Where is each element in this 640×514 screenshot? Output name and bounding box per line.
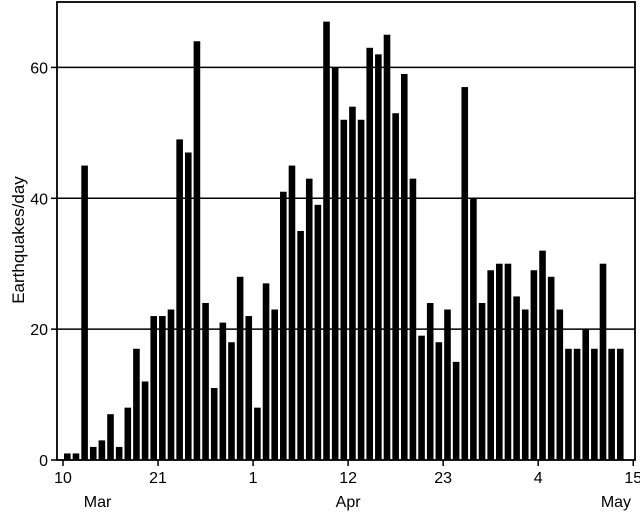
bar (357, 119, 365, 461)
bar (435, 342, 443, 460)
bar (409, 178, 417, 460)
bar (340, 119, 348, 461)
bar (202, 302, 209, 460)
x-tick-label: 10 (54, 470, 72, 487)
bar (219, 322, 227, 460)
bar (176, 139, 183, 460)
bar (470, 198, 477, 461)
bar (331, 67, 339, 460)
bar (366, 47, 374, 461)
bar (133, 348, 140, 460)
bar (616, 348, 624, 460)
axes (56, 1, 636, 461)
bar (288, 165, 296, 461)
bar (565, 348, 572, 460)
month-label: Mar (84, 494, 112, 511)
bar (98, 440, 106, 460)
y-tick-label: 60 (30, 60, 48, 77)
bar (426, 302, 434, 460)
bar (392, 113, 399, 460)
bar (323, 21, 330, 460)
bar (81, 165, 88, 461)
bar (547, 276, 555, 460)
bar (349, 106, 356, 460)
bar (582, 329, 590, 460)
month-label: May (601, 494, 631, 511)
bar (89, 446, 97, 460)
bar (573, 348, 581, 460)
bar (305, 178, 313, 460)
bar (496, 263, 503, 460)
bar (72, 453, 80, 460)
bar (504, 263, 512, 460)
bar (375, 54, 382, 460)
bar (141, 381, 149, 460)
bar (530, 270, 538, 460)
ticks: 0 20 40 60 10 21 1 12 23 4 15 Mar Apr May (30, 60, 640, 511)
bar (461, 87, 469, 461)
bar (167, 309, 175, 460)
bar (521, 309, 529, 460)
bar (400, 73, 408, 460)
bar (262, 283, 270, 460)
bar (107, 414, 114, 460)
bar (228, 342, 235, 460)
bars (64, 21, 624, 461)
bar (245, 316, 253, 460)
bar (236, 276, 244, 460)
bar (591, 348, 598, 460)
y-tick-label: 0 (39, 453, 48, 470)
x-tick-label: 21 (149, 470, 167, 487)
bar (297, 231, 304, 460)
bar (280, 191, 287, 460)
bar (513, 296, 520, 460)
y-axis-label: Earthquakes/day (9, 176, 28, 304)
bar (418, 335, 425, 460)
bar (608, 348, 615, 460)
bar (599, 263, 607, 460)
x-tick-label: 4 (534, 470, 543, 487)
bar (383, 34, 391, 460)
bar (210, 388, 218, 460)
x-tick-label: 12 (339, 470, 357, 487)
x-tick-label: 15 (624, 470, 640, 487)
bar (64, 453, 71, 460)
x-tick-label: 1 (249, 470, 258, 487)
y-tick-label: 20 (30, 322, 48, 339)
bar (254, 407, 261, 460)
bar (452, 361, 460, 460)
bar (193, 41, 201, 460)
bar (159, 316, 166, 460)
plot-frame (56, 1, 636, 461)
bar (556, 309, 564, 460)
y-tick-label: 40 (30, 191, 48, 208)
bar (314, 204, 322, 460)
bar (115, 446, 123, 460)
bar (444, 309, 451, 460)
bar (271, 309, 278, 460)
bar (184, 152, 192, 460)
bar (124, 407, 132, 460)
bar (150, 316, 158, 460)
bar (487, 270, 494, 460)
bar (539, 250, 546, 460)
x-tick-label: 23 (434, 470, 452, 487)
month-label: Apr (336, 494, 362, 511)
bar (478, 302, 486, 460)
